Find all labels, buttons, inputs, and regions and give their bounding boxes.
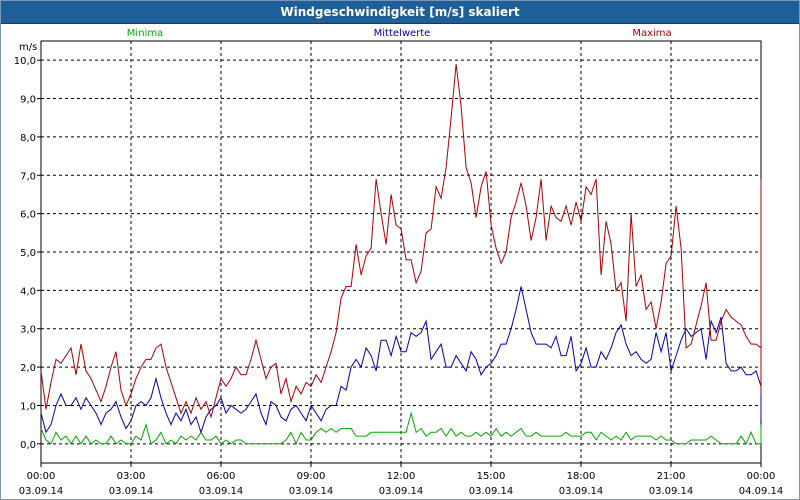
x-tick-date-label: 03.09.14: [289, 486, 334, 497]
legend-entry-maxima: Maxima: [632, 28, 671, 39]
x-tick-time-label: 00:00: [27, 471, 56, 482]
window-title: Windgeschwindigkeit [m/s] skaliert: [280, 5, 520, 19]
x-tick-date-label: 03.09.14: [649, 486, 694, 497]
y-tick-label: 7,0: [20, 171, 36, 182]
x-tick-date-label: 03.09.14: [109, 486, 154, 497]
x-tick-date-label: 03.09.14: [469, 486, 514, 497]
y-tick-label: 4,0: [20, 286, 36, 297]
x-tick-time-label: 06:00: [207, 471, 236, 482]
y-tick-label: 10,0: [14, 56, 36, 67]
grid-lines: [40, 41, 762, 463]
series-line-maxima: [40, 63, 762, 419]
x-tick-date-label: 03.09.14: [559, 486, 604, 497]
x-tick-date-label: 03.09.14: [19, 486, 64, 497]
legend-entry-mittelwerte: Mittelwerte: [374, 28, 431, 39]
x-tick-time-label: 00:00: [747, 471, 776, 482]
y-tick-label: 6,0: [20, 210, 36, 221]
x-axis-ticks: 00:00 03.09.14 03:00 03.09.14 06:00 03.09.14 0…: [19, 463, 784, 497]
series-lines: [40, 63, 762, 446]
y-axis-unit: m/s: [19, 42, 37, 53]
y-tick-label: 8,0: [20, 133, 36, 144]
x-tick-time-label: 18:00: [567, 471, 596, 482]
x-tick-time-label: 09:00: [297, 471, 326, 482]
x-tick-time-label: 03:00: [117, 471, 146, 482]
legend: Minima Mittelwerte Maxima: [127, 28, 672, 39]
title-bar: Windgeschwindigkeit [m/s] skaliert: [1, 1, 799, 24]
y-tick-label: 0,0: [20, 440, 36, 451]
y-tick-label: 9,0: [20, 95, 36, 106]
y-tick-label: 1,0: [20, 401, 36, 412]
series-line-minima: [40, 411, 762, 446]
y-tick-label: 3,0: [20, 325, 36, 336]
legend-entry-minima: Minima: [127, 28, 163, 39]
y-axis-ticks: 0,0 1,0 2,0 3,0 4,0 5,0 6,0 7,0 8,0 9,0 10,0: [14, 56, 41, 451]
x-tick-date-label: 04.09.14: [739, 486, 784, 497]
x-tick-time-label: 21:00: [657, 471, 686, 482]
x-tick-time-label: 15:00: [477, 471, 506, 482]
y-tick-label: 2,0: [20, 363, 36, 374]
y-tick-label: 5,0: [20, 248, 36, 259]
x-tick-time-label: 12:00: [387, 471, 416, 482]
x-tick-date-label: 03.09.14: [199, 486, 244, 497]
x-tick-date-label: 03.09.14: [379, 486, 424, 497]
